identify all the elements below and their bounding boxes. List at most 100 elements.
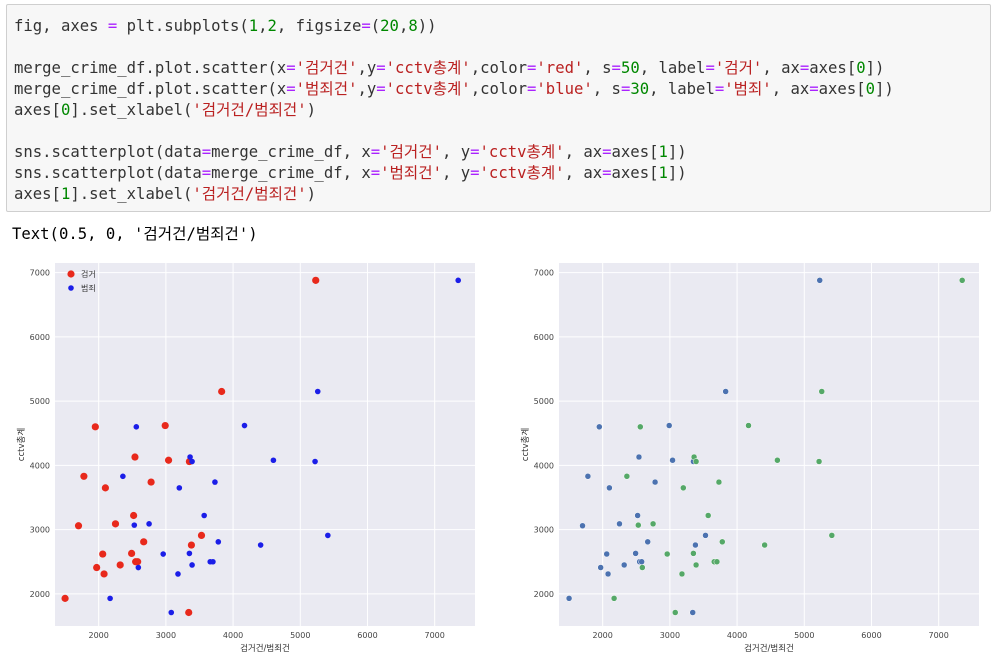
data-point xyxy=(186,550,193,557)
data-point xyxy=(133,424,140,430)
code-token: = xyxy=(201,164,212,182)
code-token: , y xyxy=(441,164,471,182)
data-point xyxy=(111,520,120,528)
data-point xyxy=(130,511,138,520)
data-point xyxy=(669,456,676,464)
code-token: 1 xyxy=(658,143,668,161)
code-token: = xyxy=(470,164,480,182)
code-token: sns.scatterplot(data xyxy=(14,164,202,182)
data-point xyxy=(692,541,699,549)
code-token: axes[ xyxy=(14,185,61,203)
code-token: , ax xyxy=(564,164,603,182)
data-point xyxy=(91,423,99,431)
code-token: ) xyxy=(306,101,317,119)
code-token: = xyxy=(361,17,371,35)
cell-output: Text(0.5, 0, '검거건/범죄건') xyxy=(12,225,258,243)
code-token: = xyxy=(602,164,612,182)
data-point xyxy=(584,473,592,480)
data-point xyxy=(101,484,109,492)
code-token: , s xyxy=(583,59,612,77)
code-token: )) xyxy=(417,17,437,35)
code-cell[interactable]: fig, axes = plt.subplots(1,2, figsize=(2… xyxy=(6,4,991,212)
code-token: = xyxy=(714,80,725,98)
data-point xyxy=(161,421,169,430)
legend-label: 범죄 xyxy=(81,283,96,293)
data-point xyxy=(189,562,195,568)
data-point xyxy=(74,522,83,530)
code-token: , s xyxy=(592,80,621,98)
code-token: '범죄' xyxy=(724,80,772,98)
data-point xyxy=(692,561,700,569)
y-tick-label: 5000 xyxy=(30,397,50,406)
code-token: ]) xyxy=(865,59,885,77)
code-line: fig, axes = plt.subplots(1,2, figsize=(2… xyxy=(14,16,990,37)
code-token: ]) xyxy=(667,164,687,182)
data-point xyxy=(828,532,836,539)
code-token: 'blue' xyxy=(536,80,593,98)
data-point xyxy=(644,538,651,546)
code-token: = xyxy=(470,143,480,161)
data-point xyxy=(651,478,659,486)
data-point xyxy=(175,571,181,577)
code-token: 'cctv총계' xyxy=(385,59,471,77)
data-point xyxy=(634,512,641,519)
data-point xyxy=(314,388,321,395)
y-tick-label: 4000 xyxy=(534,461,554,470)
figure: 2000 3000 4000 5000 6000 7000 2000 3000 4000 5000… xyxy=(16,263,979,654)
data-point xyxy=(690,550,697,557)
data-point xyxy=(187,541,196,549)
data-point xyxy=(606,484,613,492)
code-token: , figsize xyxy=(276,17,362,35)
code-token: 50 xyxy=(620,59,640,77)
code-token: 'cctv총계' xyxy=(385,80,471,98)
code-token: merge_crime_df.plot.scatter(x xyxy=(14,80,287,98)
data-point xyxy=(816,277,823,284)
data-point xyxy=(212,479,218,485)
y-tick-label: 6000 xyxy=(534,333,554,342)
x-tick-label: 3000 xyxy=(156,631,176,640)
data-point xyxy=(120,473,126,480)
code-token: ].set_xlabel( xyxy=(70,185,193,203)
data-point xyxy=(116,561,124,569)
data-point xyxy=(649,520,657,528)
data-point xyxy=(579,522,586,530)
x-tick-label: 6000 xyxy=(357,631,377,640)
x-tick-label: 2000 xyxy=(593,631,613,640)
code-token: axes[ xyxy=(611,164,659,182)
code-line: sns.scatterplot(data=merge_crime_df, x='… xyxy=(14,163,990,184)
data-point xyxy=(187,454,193,460)
data-point xyxy=(702,532,709,539)
code-token: = xyxy=(611,59,621,77)
data-point xyxy=(597,564,604,571)
data-point xyxy=(100,570,108,578)
x-tick-label: 2000 xyxy=(89,631,109,640)
data-point xyxy=(958,277,966,284)
legend-marker xyxy=(67,270,75,278)
data-point xyxy=(185,608,193,617)
code-token: 'red' xyxy=(536,59,584,77)
data-point xyxy=(704,512,712,519)
code-token: , ax xyxy=(564,143,603,161)
data-point xyxy=(241,422,248,429)
code-token: = xyxy=(527,80,537,98)
x-axis-label: 검거건/범죄건 xyxy=(744,643,794,654)
data-point xyxy=(147,478,155,486)
data-point xyxy=(672,609,679,616)
data-point xyxy=(604,570,612,578)
code-token: ) xyxy=(306,185,317,203)
code-token: = xyxy=(201,143,212,161)
data-point xyxy=(774,456,781,464)
data-point xyxy=(128,549,136,557)
code-token: = xyxy=(527,59,537,77)
chart-panel-1: 2000 3000 4000 5000 6000 7000 2000 3000 4000 5000… xyxy=(16,263,475,654)
data-point xyxy=(131,453,139,461)
data-point xyxy=(713,558,721,566)
code-token: 1 xyxy=(658,164,668,182)
data-point xyxy=(818,388,826,395)
code-token: ].set_xlabel( xyxy=(70,101,193,119)
data-point xyxy=(168,609,175,616)
code-token: sns.scatterplot(data xyxy=(14,143,202,161)
code-token: ]) xyxy=(875,80,894,98)
data-point xyxy=(635,453,643,461)
